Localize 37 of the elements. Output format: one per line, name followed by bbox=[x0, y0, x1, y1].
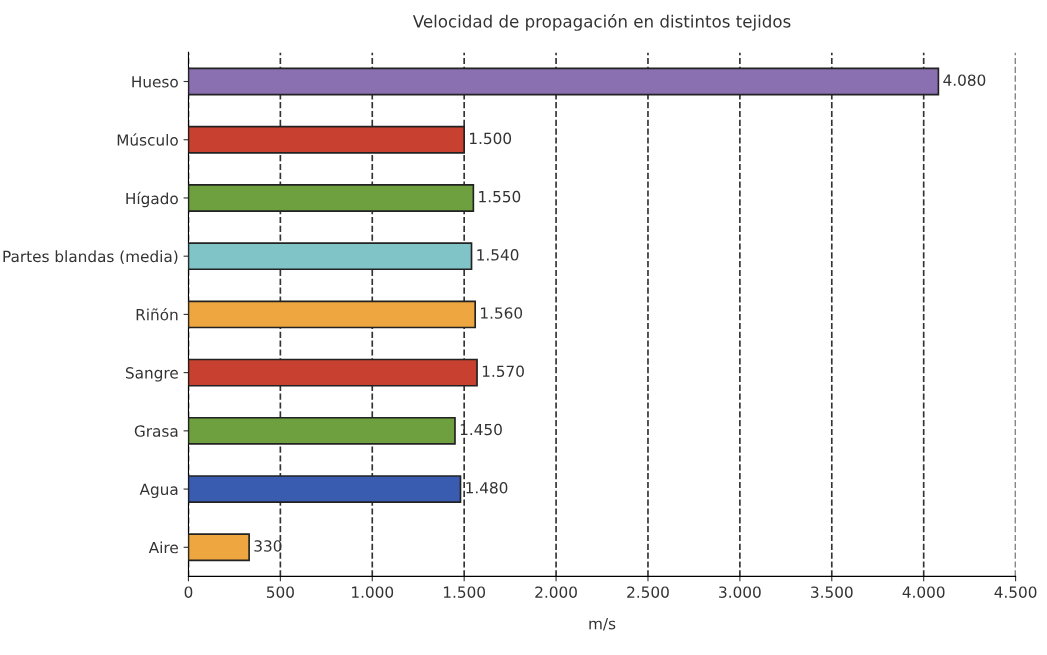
x-axis-title: m/s bbox=[589, 618, 616, 631]
data-label: 4.080 bbox=[943, 74, 986, 86]
bar bbox=[188, 358, 478, 387]
data-label: 1.560 bbox=[481, 307, 523, 319]
y-tick-label: Grasa bbox=[134, 425, 178, 437]
y-tick-label: Agua bbox=[139, 483, 178, 499]
y-tick-label: Aire bbox=[148, 541, 178, 554]
x-tick-label: 4.000 bbox=[902, 586, 945, 598]
bar bbox=[188, 184, 475, 212]
bar bbox=[188, 125, 466, 154]
data-label: 1.480 bbox=[466, 481, 508, 494]
y-tick-label: Músculo bbox=[117, 133, 178, 146]
y-tick-label: Hueso bbox=[132, 76, 178, 88]
x-tick-label: 2.000 bbox=[535, 586, 577, 598]
bar bbox=[188, 475, 462, 504]
data-label: 1.570 bbox=[482, 365, 524, 378]
y-tick-label: Riñón bbox=[136, 307, 178, 321]
data-label: 1.550 bbox=[479, 190, 521, 203]
y-tick-label: Hígado bbox=[126, 191, 178, 208]
x-tick-label: 4.500 bbox=[994, 586, 1037, 598]
x-tick-label: 3.500 bbox=[811, 586, 853, 598]
x-tick-label: 1.000 bbox=[352, 586, 394, 598]
bar bbox=[188, 300, 477, 329]
data-label: 1.500 bbox=[470, 132, 512, 145]
bar bbox=[188, 416, 456, 445]
x-tick-label: 500 bbox=[266, 586, 294, 598]
bar bbox=[188, 242, 473, 271]
bar bbox=[188, 533, 250, 562]
x-tick-label: 3.000 bbox=[719, 586, 761, 598]
x-tick-label: 2.500 bbox=[627, 586, 669, 598]
bar bbox=[188, 67, 940, 96]
x-tick-label: 1.500 bbox=[443, 586, 486, 598]
y-tick-label: Partes blandas (media) bbox=[3, 250, 178, 264]
x-tick-label: 0 bbox=[184, 586, 193, 598]
data-label: 1.540 bbox=[477, 249, 519, 261]
y-tick-label: Sangre bbox=[125, 367, 178, 382]
chart-title: Velocidad de propagación en distintos tejidos bbox=[412, 14, 791, 31]
